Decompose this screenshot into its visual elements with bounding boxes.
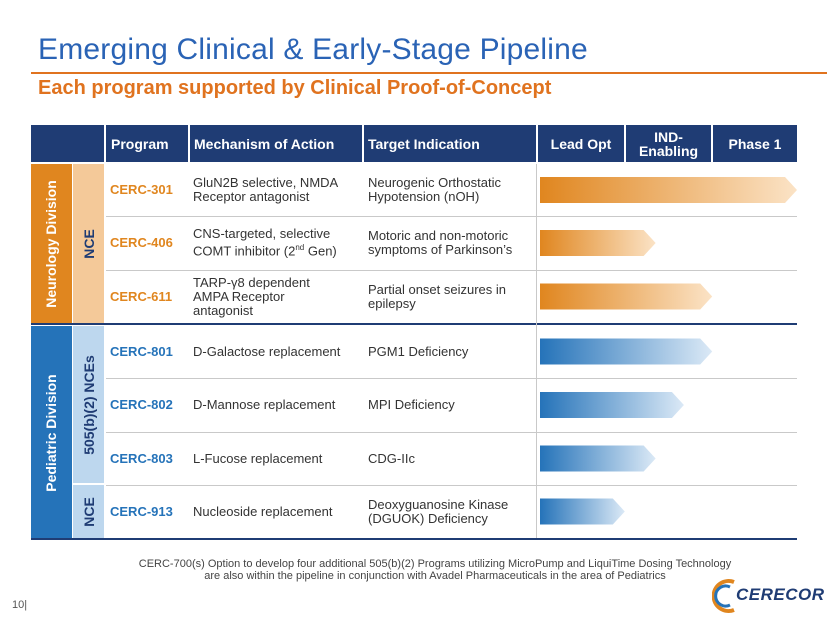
row-sep — [106, 485, 797, 486]
header-program: Program — [106, 125, 188, 162]
progress-arrow-cerc-913 — [540, 498, 625, 525]
nce-band-ped — [73, 485, 104, 539]
cerecor-logo-icon — [712, 579, 735, 613]
program-name: CERC-301 — [110, 182, 173, 197]
header-corner — [31, 125, 104, 162]
mechanism: TARP-γ8 dependent AMPA Receptor antagoni… — [193, 274, 310, 318]
row-sep — [106, 378, 797, 379]
program-name: CERC-801 — [110, 343, 173, 359]
mechanism: Nucleoside replacement — [193, 503, 333, 519]
nce-band-neuro — [73, 164, 104, 323]
progress-arrow-cerc-801 — [540, 338, 713, 365]
mechanism: GluN2B selective, NMDA Receptor antagoni… — [193, 175, 338, 204]
header-mechanism: Mechanism of Action — [190, 125, 362, 162]
row-sep — [106, 216, 797, 217]
indication: Partial onset seizures in epilepsy — [368, 281, 507, 311]
slide-subtitle: Each program supported by Clinical Proof… — [38, 77, 552, 99]
logo-text: CERECOR — [736, 585, 825, 604]
indication: Neurogenic Orthostatic Hypotension (nOH) — [368, 175, 501, 204]
program-name: CERC-611 — [110, 288, 173, 304]
program-name: CERC-803 — [110, 450, 173, 466]
program-name: CERC-913 — [110, 503, 173, 519]
progress-arrow-cerc-406 — [540, 230, 656, 256]
progress-arrow-cerc-301 — [540, 177, 797, 203]
indication: CDG-IIc — [368, 450, 415, 466]
row-sep — [106, 432, 797, 433]
program-name: CERC-802 — [110, 397, 173, 412]
header-phase1: Phase 1 — [713, 125, 797, 162]
progress-arrow-cerc-611 — [540, 283, 713, 310]
header-lead-opt: Lead Opt — [538, 125, 624, 162]
indication: Deoxyguanosine Kinase (DGUOK) Deficiency — [368, 496, 509, 526]
footnote: CERC-700(s) Option to develop four addit… — [138, 558, 732, 582]
col-sep — [536, 164, 537, 538]
mechanism: D-Mannose replacement — [193, 397, 336, 412]
page-number: 10| — [12, 599, 28, 611]
progress-arrow-cerc-803 — [540, 445, 656, 472]
title-rule — [31, 72, 827, 74]
indication: PGM1 Deficiency — [368, 343, 469, 359]
mechanism: CNS-targeted, selective COMT inhibitor (… — [193, 226, 337, 259]
slide-title: Emerging Clinical & Early-Stage Pipeline — [38, 33, 588, 66]
program-name: CERC-406 — [110, 235, 173, 250]
nces-505-band — [73, 326, 104, 483]
division-sep — [31, 323, 797, 325]
indication: MPI Deficiency — [368, 397, 455, 412]
table-bottom — [31, 538, 797, 540]
header-indication: Target Indication — [364, 125, 536, 162]
progress-arrow-cerc-802 — [540, 392, 684, 418]
mechanism: L-Fucose replacement — [193, 450, 323, 466]
header-ind-enabling: IND-Enabling — [626, 125, 711, 162]
indication: Motoric and non-motoric symptoms of Park… — [368, 228, 513, 257]
pediatric-band — [31, 326, 72, 539]
neurology-band — [31, 164, 72, 323]
row-sep — [106, 270, 797, 271]
mechanism: D-Galactose replacement — [193, 343, 341, 359]
